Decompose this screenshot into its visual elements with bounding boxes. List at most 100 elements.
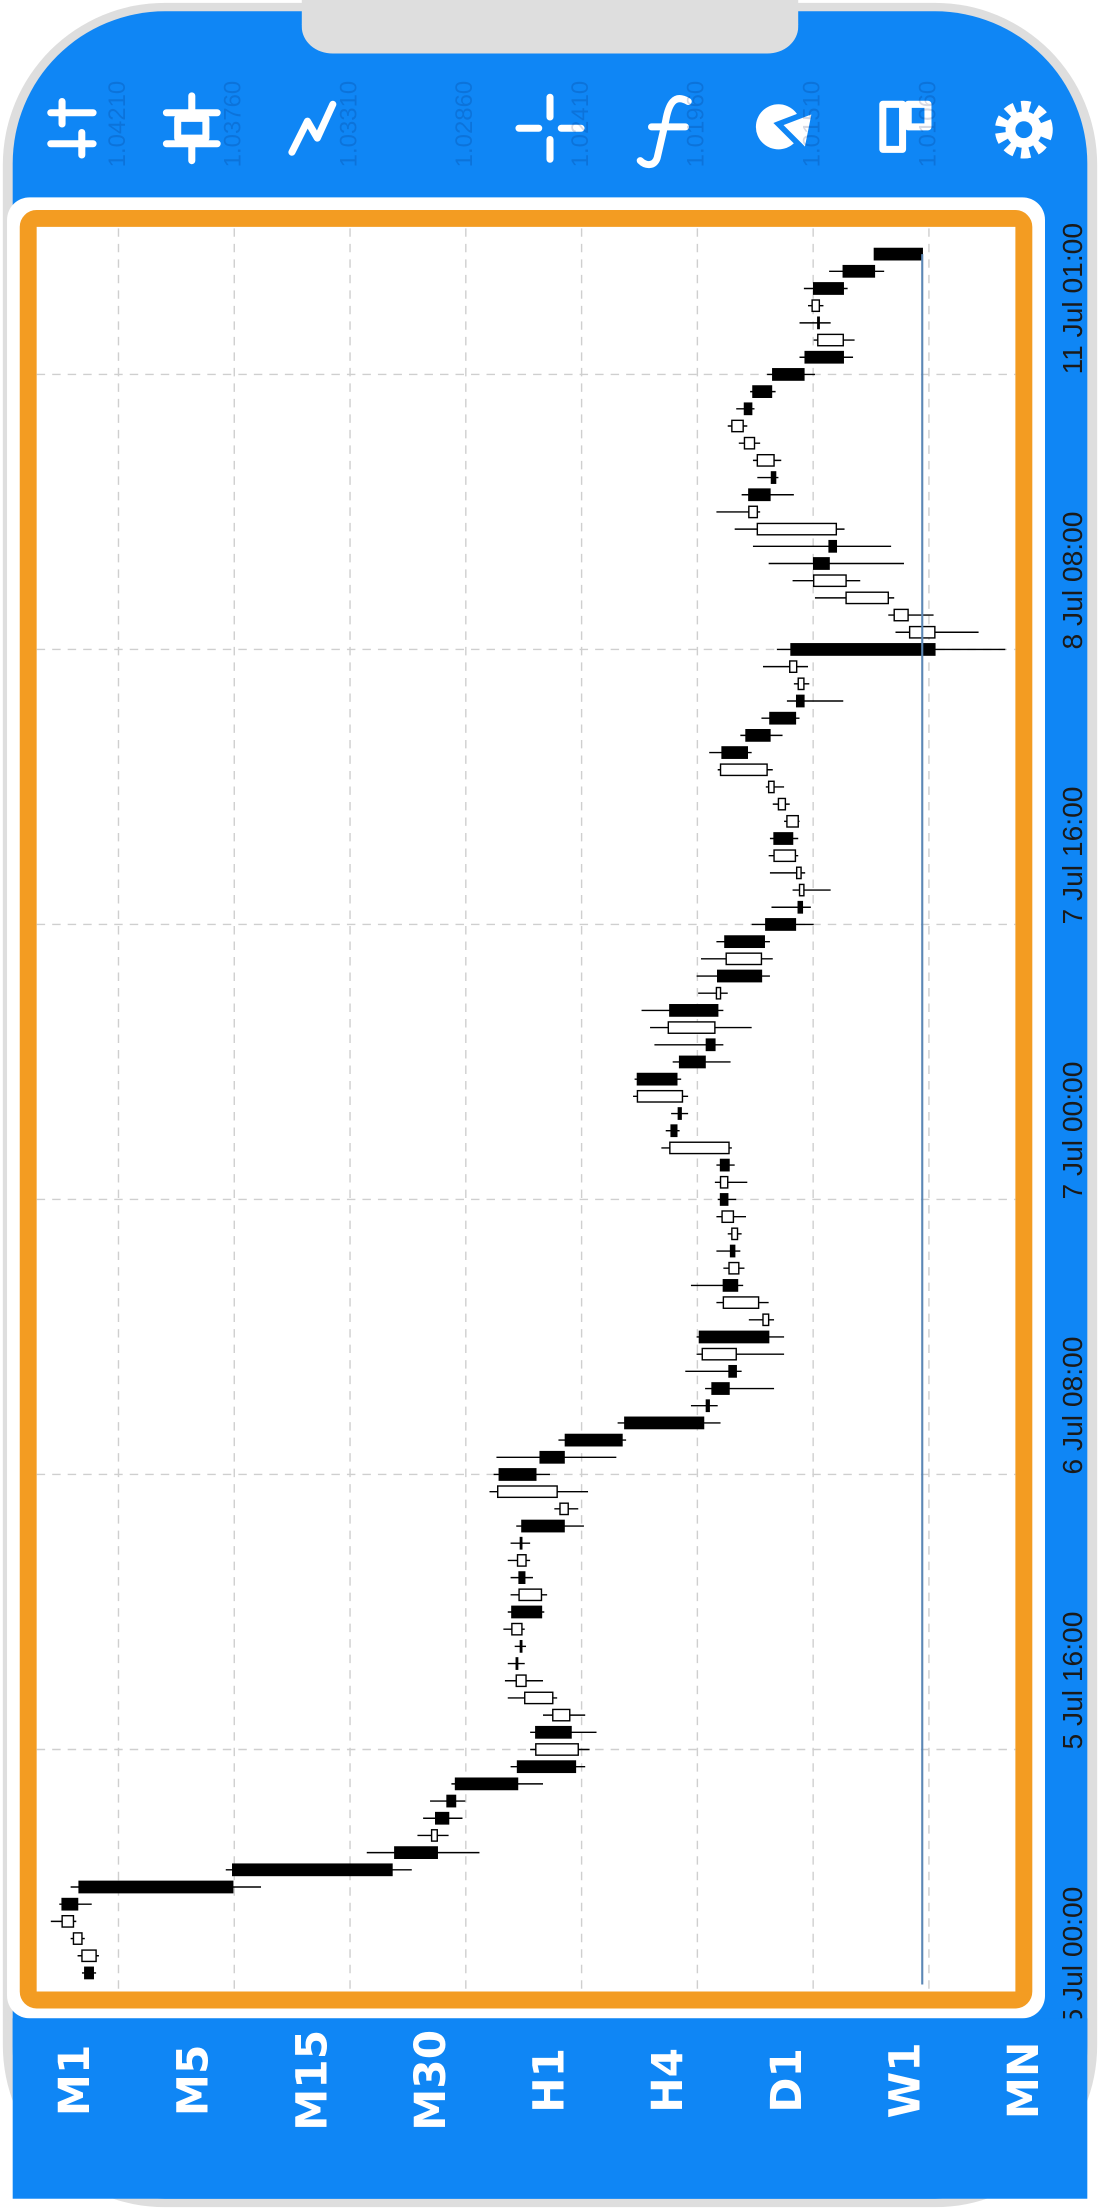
candle-body bbox=[524, 1691, 554, 1705]
icon-windows[interactable] bbox=[879, 100, 932, 153]
timeframe-button[interactable]: M5 bbox=[169, 2045, 218, 2116]
timeframe-button[interactable]: M1 bbox=[50, 2045, 99, 2116]
candle-body bbox=[842, 264, 876, 278]
candle-body bbox=[798, 883, 805, 897]
timeframe-button[interactable]: MN bbox=[999, 2042, 1048, 2119]
price-tick-label: 1.03310 bbox=[335, 81, 362, 168]
candle-body bbox=[789, 660, 798, 674]
candle-body bbox=[624, 1416, 705, 1430]
timeframe-button[interactable]: H1 bbox=[525, 2048, 574, 2113]
candle-body bbox=[535, 1725, 572, 1739]
icon-indicators[interactable] bbox=[288, 100, 337, 156]
icon-settings[interactable] bbox=[994, 100, 1053, 159]
candle-body bbox=[454, 1777, 519, 1791]
candle-body bbox=[790, 643, 936, 656]
candle-body bbox=[812, 282, 844, 295]
timeframe-button[interactable]: D1 bbox=[762, 2048, 811, 2113]
candle-body bbox=[812, 574, 847, 588]
price-tick-label: 1.04210 bbox=[104, 81, 131, 168]
candle-body bbox=[519, 1639, 523, 1653]
candle-body bbox=[719, 1193, 729, 1206]
candle-body bbox=[446, 1794, 457, 1808]
candle-body bbox=[698, 1330, 770, 1344]
time-axis: 5 Jul 00:00 5 Jul 16:00 6 Jul 08:00 7 Jul 0… bbox=[1056, 223, 1088, 2025]
time-tick-label: 7 Jul 00:00 bbox=[1056, 1062, 1088, 1200]
timeframe-button[interactable]: H4 bbox=[643, 2048, 692, 2113]
candle-body bbox=[518, 1588, 543, 1602]
icon-function[interactable] bbox=[636, 95, 692, 169]
candle-body bbox=[724, 935, 765, 949]
candle-body bbox=[516, 1760, 577, 1774]
notch-top bbox=[301, 0, 799, 26]
time-tick-label: 7 Jul 16:00 bbox=[1056, 787, 1088, 925]
candle-body bbox=[72, 1932, 83, 1945]
candle-body bbox=[232, 1863, 393, 1877]
candle-body bbox=[667, 1021, 716, 1034]
chart-highlight-border bbox=[19, 210, 1033, 2009]
candle-body bbox=[515, 1657, 519, 1670]
candle-body bbox=[797, 900, 804, 914]
candle-body bbox=[519, 1536, 523, 1550]
candle-body bbox=[795, 694, 805, 708]
candle-body bbox=[78, 1880, 234, 1894]
candle-body bbox=[795, 866, 802, 880]
candle-body bbox=[721, 746, 748, 759]
timeframe-button[interactable]: W1 bbox=[881, 2042, 930, 2118]
candle-body bbox=[731, 1227, 739, 1241]
candle-body bbox=[435, 1811, 450, 1825]
candle-body bbox=[770, 471, 777, 484]
candle-body bbox=[518, 1571, 526, 1584]
candle-body bbox=[715, 986, 722, 1000]
price-tick-label: 1.03760 bbox=[220, 81, 247, 168]
candle-body bbox=[752, 385, 773, 398]
candle-body bbox=[817, 316, 820, 330]
icon-crosshair[interactable] bbox=[515, 93, 585, 163]
candle-body bbox=[722, 1296, 760, 1309]
candle-body bbox=[511, 1605, 543, 1619]
candle-body bbox=[804, 350, 844, 364]
icon-sliders[interactable] bbox=[47, 97, 97, 159]
candle-body bbox=[497, 1485, 558, 1499]
candle-body bbox=[61, 1897, 79, 1911]
candle-body bbox=[678, 1055, 706, 1069]
candle-body bbox=[669, 1004, 719, 1017]
candle-body bbox=[786, 814, 799, 828]
candle-body bbox=[893, 608, 909, 622]
candle-body bbox=[756, 522, 838, 536]
candle-body bbox=[817, 333, 844, 347]
candle-body bbox=[777, 797, 787, 811]
candle-body bbox=[636, 1089, 684, 1103]
price-tick-label: 1.01510 bbox=[798, 81, 825, 168]
candle-body bbox=[711, 1382, 730, 1395]
candle-body bbox=[722, 1279, 739, 1292]
candle-body bbox=[559, 1502, 569, 1516]
timeframe-button[interactable]: M30 bbox=[406, 2030, 455, 2131]
candle-body bbox=[743, 436, 756, 450]
time-tick-label: 11 Jul 01:00 bbox=[1056, 223, 1088, 374]
time-tick-label: 5 Jul 16:00 bbox=[1056, 1612, 1088, 1750]
candle-body bbox=[84, 1966, 94, 1980]
time-tick-label: 6 Jul 08:00 bbox=[1056, 1337, 1088, 1475]
candle-body bbox=[756, 453, 775, 467]
price-tick-label: 1.01960 bbox=[683, 81, 710, 168]
candle-body bbox=[748, 505, 759, 519]
candle-body bbox=[725, 952, 763, 966]
timeframe-bar bbox=[12, 2018, 1088, 2199]
candle-body bbox=[728, 1261, 740, 1275]
price-tick-label: 1.01060 bbox=[914, 81, 941, 168]
time-tick-label: 5 Jul 00:00 bbox=[1056, 1887, 1088, 2025]
timeframe-button[interactable]: M15 bbox=[287, 2030, 336, 2131]
candle-body bbox=[845, 591, 889, 605]
candle-body bbox=[719, 1158, 730, 1172]
candle-body bbox=[765, 918, 797, 931]
candle-body bbox=[812, 557, 830, 570]
candle-body bbox=[731, 419, 744, 433]
icon-objects[interactable] bbox=[755, 104, 819, 158]
candle-body bbox=[773, 832, 794, 845]
candle-body bbox=[728, 1364, 737, 1378]
candle-body bbox=[767, 780, 775, 794]
candle-body bbox=[81, 1949, 97, 1963]
icon-chart-type[interactable] bbox=[162, 92, 221, 165]
